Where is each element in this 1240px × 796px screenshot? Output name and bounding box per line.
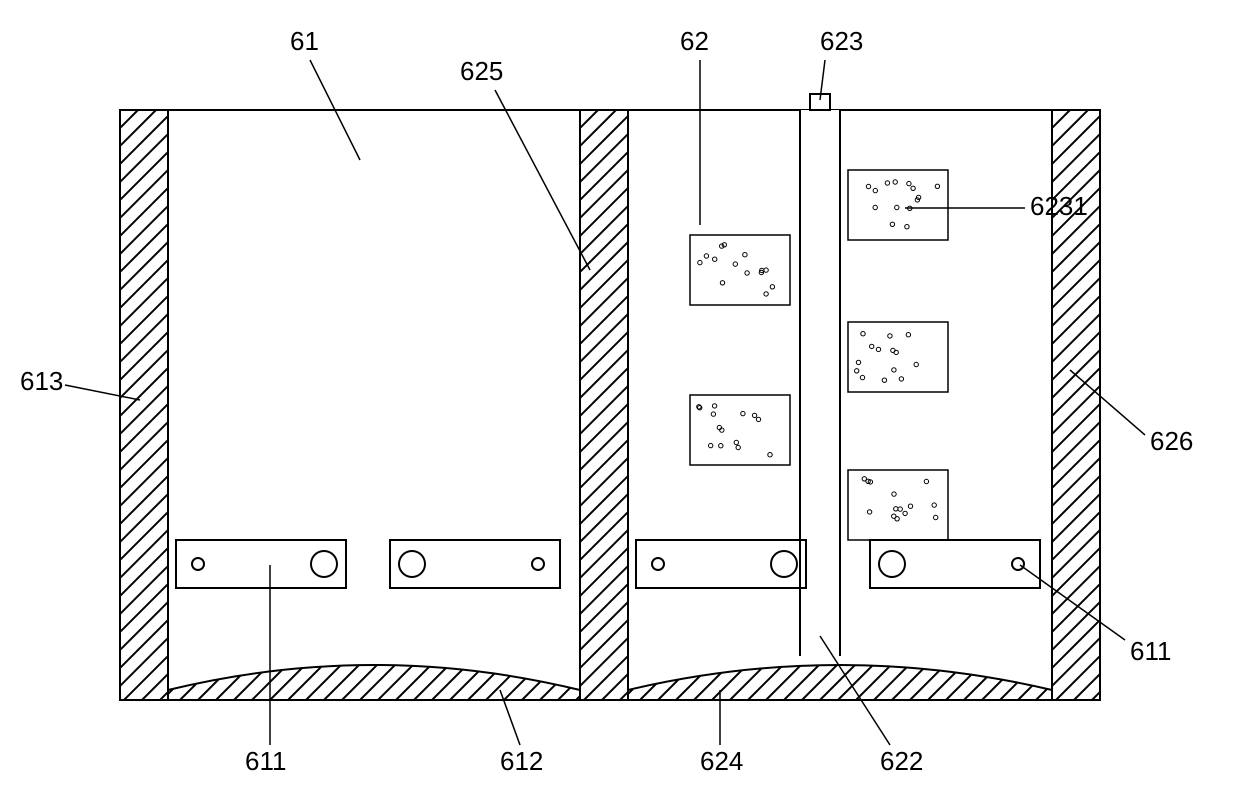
label-622: 622 (880, 746, 923, 776)
middle-wall (0, 110, 1210, 700)
bubble-box-4 (848, 470, 948, 540)
label-62: 62 (680, 26, 709, 56)
label-61: 61 (290, 26, 319, 56)
label-611r: 611 (1130, 636, 1171, 666)
leader-612 (500, 690, 520, 745)
label-623: 623 (820, 26, 863, 56)
leader-625 (495, 90, 590, 270)
label-6231: 6231 (1030, 191, 1088, 221)
left-floor (108, 640, 636, 700)
left-wall (0, 110, 750, 700)
nozzle-bar-0 (176, 540, 346, 588)
right-wall (462, 110, 1240, 700)
label-611l: 611 (245, 746, 286, 776)
bubble-box-1 (690, 395, 790, 465)
label-626: 626 (1150, 426, 1193, 456)
label-625: 625 (460, 56, 503, 86)
bubble-box-0 (690, 235, 790, 305)
label-612: 612 (500, 746, 543, 776)
bubble-box-2 (848, 170, 948, 240)
bubble-box-3 (848, 322, 948, 392)
nozzle-bar-2 (636, 540, 806, 588)
label-624: 624 (700, 746, 743, 776)
label-613: 613 (20, 366, 63, 396)
nozzle-bar-3 (870, 540, 1040, 588)
leader-613 (65, 385, 140, 400)
nozzle-bar-1 (390, 540, 560, 588)
leader-626 (1070, 370, 1145, 435)
